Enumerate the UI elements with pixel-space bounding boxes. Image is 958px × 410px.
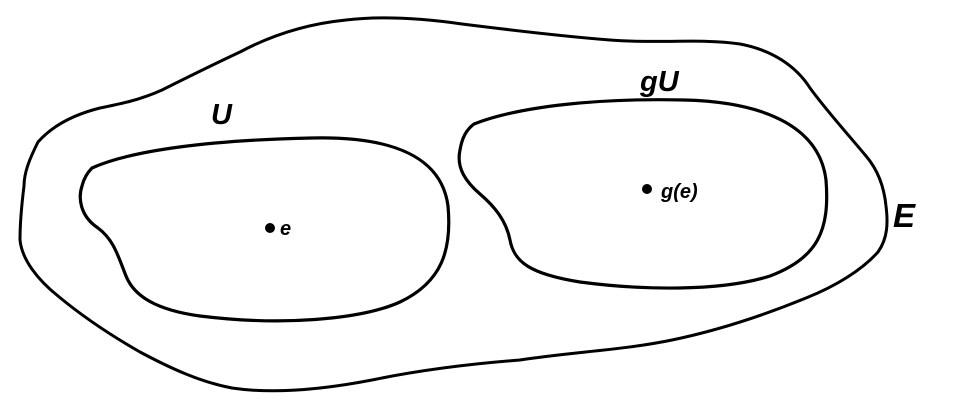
label-U: U bbox=[211, 99, 233, 131]
label-e: e bbox=[280, 218, 291, 240]
label-gU: gU bbox=[639, 66, 680, 98]
label-g-of-e: g(e) bbox=[660, 181, 698, 203]
point-e bbox=[265, 223, 275, 233]
point-g-of-e bbox=[642, 184, 652, 194]
region-gU-boundary bbox=[457, 98, 829, 290]
label-E: E bbox=[893, 197, 916, 234]
region-U-boundary bbox=[78, 136, 451, 323]
outer-set-E-boundary bbox=[18, 16, 889, 393]
